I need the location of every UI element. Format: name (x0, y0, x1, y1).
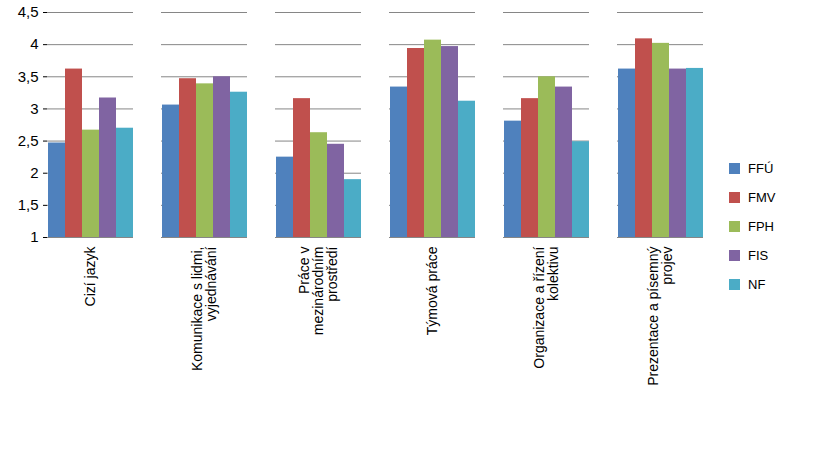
svg-text:2: 2 (30, 164, 38, 181)
svg-text:4,5: 4,5 (18, 3, 39, 20)
html-text:FMV: FMV (748, 189, 776, 205)
svg-text:1,5: 1,5 (18, 196, 39, 213)
html-text:FFÚ: FFÚ (748, 160, 774, 176)
svg-text:Komunikace s lidmi,vyjednávání: Komunikace s lidmi,vyjednávání (189, 246, 219, 371)
html-text:FIS: FIS (748, 247, 769, 263)
html-text:NF: NF (748, 276, 766, 292)
svg-text:Cizí jazyk: Cizí jazyk (82, 246, 98, 307)
html-text:FPH: FPH (748, 218, 774, 234)
svg-text:Týmová práce: Týmová práce (424, 246, 440, 335)
svg-text:Organizace a řízeníkolektivu: Organizace a řízeníkolektivu (531, 246, 561, 368)
svg-text:Práce vmezinárodnímprostředí: Práce vmezinárodnímprostředí (296, 246, 340, 335)
svg-text:1: 1 (30, 228, 38, 245)
svg-text:3,5: 3,5 (18, 68, 39, 85)
svg-text:Prezentace a písemnýprojev: Prezentace a písemnýprojev (645, 247, 675, 386)
svg-text:2,5: 2,5 (18, 132, 39, 149)
svg-text:4: 4 (30, 35, 38, 52)
svg-text:3: 3 (30, 100, 38, 117)
